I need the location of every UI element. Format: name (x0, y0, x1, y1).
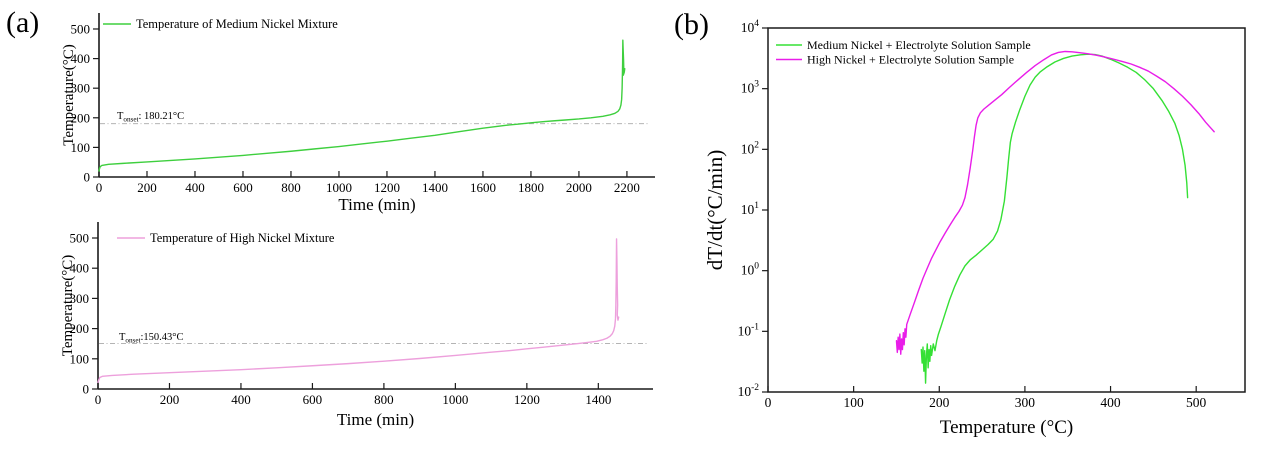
x-tick-label: 200 (160, 392, 180, 407)
y-tick-label: 102 (741, 140, 760, 156)
x-tick-label: 1400 (585, 392, 611, 407)
y-tick-label: 400 (70, 261, 90, 276)
x-tick-label: 400 (1100, 395, 1121, 410)
y-tick-label: 100 (741, 262, 760, 278)
x-tick-label: 1600 (470, 180, 496, 195)
x-tick-label: 1400 (422, 180, 448, 195)
x-tick-label: 1800 (518, 180, 544, 195)
y-tick-label: 300 (71, 81, 91, 96)
x-tick-label: 2200 (614, 180, 640, 195)
y-tick-label: 300 (70, 291, 90, 306)
x-tick-label: 600 (303, 392, 323, 407)
panel-a-label: (a) (6, 6, 40, 39)
x-tick-label: 1000 (442, 392, 468, 407)
x-tick-label: 2000 (566, 180, 592, 195)
y-tick-label: 200 (70, 321, 90, 336)
y-tick-label: 100 (70, 351, 90, 366)
x-tick-label: 1200 (374, 180, 400, 195)
x-tick-label: 600 (233, 180, 253, 195)
x-tick-label: 800 (281, 180, 301, 195)
legend-label: Medium Nickel + Electrolyte Solution Sam… (807, 38, 1031, 52)
onset-temperature-annotation: Tonset: 180.21°C (117, 111, 184, 124)
y-tick-label: 10-1 (738, 322, 760, 338)
y-tick-label: 500 (71, 21, 91, 36)
x-tick-label: 0 (765, 395, 772, 410)
x-axis-title: Time (min) (337, 410, 414, 429)
x-tick-label: 100 (844, 395, 865, 410)
y-tick-label: 400 (71, 51, 91, 66)
y-tick-label: 10-2 (738, 383, 760, 399)
x-tick-label: 800 (374, 392, 394, 407)
curve-temperature-high-nickel (97, 238, 620, 384)
legend-label: High Nickel + Electrolyte Solution Sampl… (807, 53, 1014, 67)
chart-high-nickel-temperature-vs-time: Tonset:150.43°C0 200 400 600 800 1000 1200 1400… (60, 222, 653, 429)
onset-temperature-annotation: Tonset:150.43°C (119, 332, 183, 345)
curve-temperature-medium-nickel (98, 39, 626, 172)
y-tick-label: 0 (84, 170, 91, 185)
x-tick-label: 500 (1186, 395, 1207, 410)
x-tick-label: 200 (929, 395, 950, 410)
legend-label: Temperature of Medium Nickel Mixture (136, 17, 338, 31)
x-tick-label: 300 (1015, 395, 1036, 410)
x-tick-label: 1200 (514, 392, 540, 407)
x-axis-title: Temperature (°C) (940, 417, 1073, 438)
y-tick-label: 103 (741, 80, 760, 96)
y-axis-title: Temperature(°C) (60, 255, 76, 357)
y-tick-label: 200 (71, 110, 91, 125)
x-tick-label: 400 (231, 392, 251, 407)
x-tick-label: 1000 (326, 180, 352, 195)
y-axis-title: dT/dt(°C/min) (703, 150, 727, 270)
panel-b-label: (b) (674, 8, 709, 41)
curve-dtdt-high-nickel-electrolyte (895, 50, 1215, 355)
curve-dtdt-medium-nickel-electrolyte (920, 53, 1189, 384)
x-tick-label: 200 (137, 180, 157, 195)
chart-dtdt-vs-temperature: 0 100 200 300 400 500 10-2 10-1 100 101 102 103 104 T… (703, 19, 1246, 438)
legend-label: Temperature of High Nickel Mixture (150, 231, 335, 245)
y-tick-label: 104 (741, 19, 760, 35)
x-tick-label: 0 (95, 392, 102, 407)
y-tick-label: 500 (70, 231, 90, 246)
x-tick-label: 0 (96, 180, 103, 195)
y-tick-label: 0 (83, 382, 90, 397)
y-tick-label: 101 (741, 201, 760, 217)
chart-medium-nickel-temperature-vs-time: Tonset: 180.21°C0 200 400 600 800 1000 1200 140… (61, 13, 655, 214)
plot-frame (767, 27, 1246, 393)
x-tick-label: 400 (185, 180, 205, 195)
x-axis-title: Time (min) (338, 195, 415, 214)
y-axis-title: Temperature(°C) (61, 44, 77, 146)
y-tick-label: 100 (71, 140, 91, 155)
